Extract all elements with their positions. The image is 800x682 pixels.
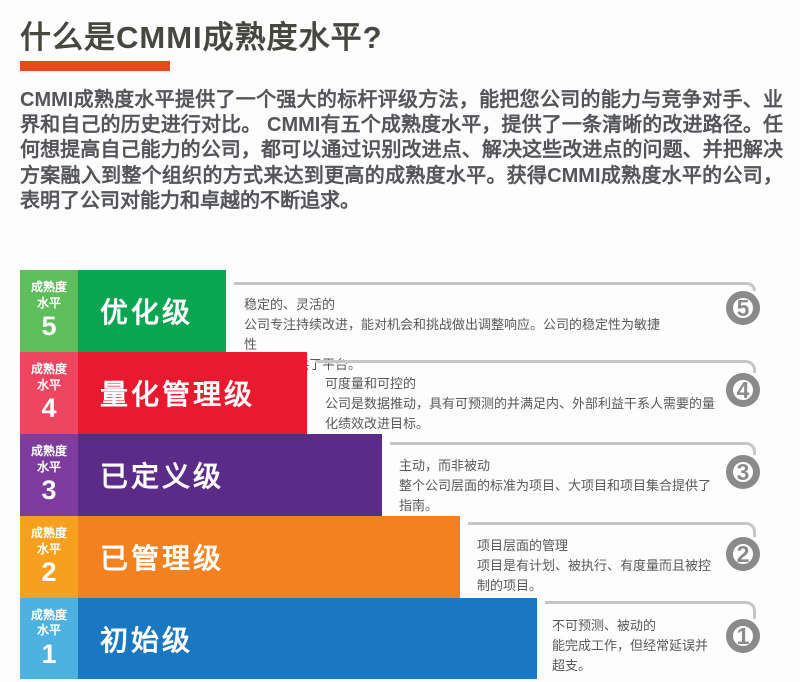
- level-4-label-box: 成熟度 水平 4: [20, 352, 78, 434]
- level-4-bar: 量化管理级: [78, 352, 307, 434]
- level-4-number: 4: [41, 393, 57, 424]
- label-maturity: 成熟度: [30, 607, 67, 622]
- level-3-badge: 3: [726, 455, 760, 489]
- level-1-label-box: 成熟度 水平 1: [20, 598, 78, 679]
- level-5-badge-number: 5: [736, 294, 750, 321]
- level-1-connector-line: [545, 601, 756, 619]
- level-3-label-box: 成熟度 水平 3: [20, 434, 78, 516]
- intro-paragraph: CMMI成熟度水平提供了一个强大的标杆评级方法，能把您公司的能力与竞争对手、业界…: [20, 89, 783, 212]
- level-3-badge-number: 3: [736, 458, 750, 485]
- label-maturity: 成熟度: [30, 362, 67, 377]
- level-2-label-box: 成熟度 水平 2: [20, 516, 78, 598]
- level-3-description: 主动，而非被动 整个公司层面的标准为项目、大项目和项目集合提供了 指南。: [399, 458, 712, 514]
- label-level: 水平: [36, 459, 61, 474]
- level-1-number: 1: [41, 638, 57, 669]
- page-title: 什么是CMMI成熟度水平?: [20, 20, 383, 55]
- level-3-bar: 已定义级: [78, 434, 382, 516]
- level-row-5: 成熟度 水平 5 优化级: [20, 270, 226, 352]
- level-5-label-box: 成熟度 水平 5: [20, 270, 78, 352]
- label-level: 水平: [36, 377, 61, 392]
- level-5-name: 优化级: [100, 297, 194, 328]
- level-2-name: 已管理级: [100, 543, 225, 574]
- label-maturity: 成熟度: [30, 444, 67, 459]
- level-5-badge: 5: [726, 291, 760, 325]
- level-row-4: 成熟度 水平 4 量化管理级: [20, 352, 307, 434]
- label-maturity: 成熟度: [30, 526, 67, 541]
- level-2-badge-number: 2: [736, 540, 750, 567]
- title-underline: [20, 61, 170, 71]
- level-4-badge: 4: [726, 373, 760, 407]
- level-5-number: 5: [41, 311, 57, 342]
- level-3-number: 3: [41, 475, 57, 506]
- level-1-badge-number: 1: [736, 622, 750, 649]
- level-5-connector-line: [234, 282, 756, 291]
- level-3-name: 已定义级: [100, 461, 225, 492]
- level-2-bar: 已管理级: [78, 516, 460, 598]
- level-2-connector-line: [468, 522, 756, 537]
- level-5-bar: 优化级: [78, 270, 226, 352]
- level-1-bar: 初始级: [78, 598, 537, 679]
- level-2-description: 项目层面的管理 项目是有计划、被执行、有度量而且被控 制的项目。: [477, 538, 712, 594]
- level-4-badge-number: 4: [736, 376, 750, 403]
- level-row-2: 成熟度 水平 2 已管理级: [20, 516, 460, 598]
- level-4-connector-line: [315, 360, 756, 373]
- level-1-description: 不可预测、被动的 能完成工作，但经常延误并 超支。: [552, 618, 709, 674]
- label-maturity: 成熟度: [30, 280, 67, 295]
- level-1-name: 初始级: [100, 624, 194, 656]
- label-level: 水平: [36, 295, 61, 310]
- level-3-connector-line: [390, 442, 756, 455]
- level-4-name: 量化管理级: [100, 379, 256, 410]
- level-row-3: 成熟度 水平 3 已定义级: [20, 434, 382, 516]
- level-2-badge: 2: [726, 537, 760, 571]
- level-2-number: 2: [41, 557, 57, 588]
- label-level: 水平: [36, 541, 61, 556]
- level-1-badge: 1: [726, 619, 760, 653]
- level-row-1: 成熟度 水平 1 初始级: [20, 598, 537, 679]
- label-level: 水平: [36, 623, 61, 638]
- level-4-description: 可度量和可控的 公司是数据推动，具有可预测的并满足内、外部利益干系人需要的量 化…: [325, 376, 716, 432]
